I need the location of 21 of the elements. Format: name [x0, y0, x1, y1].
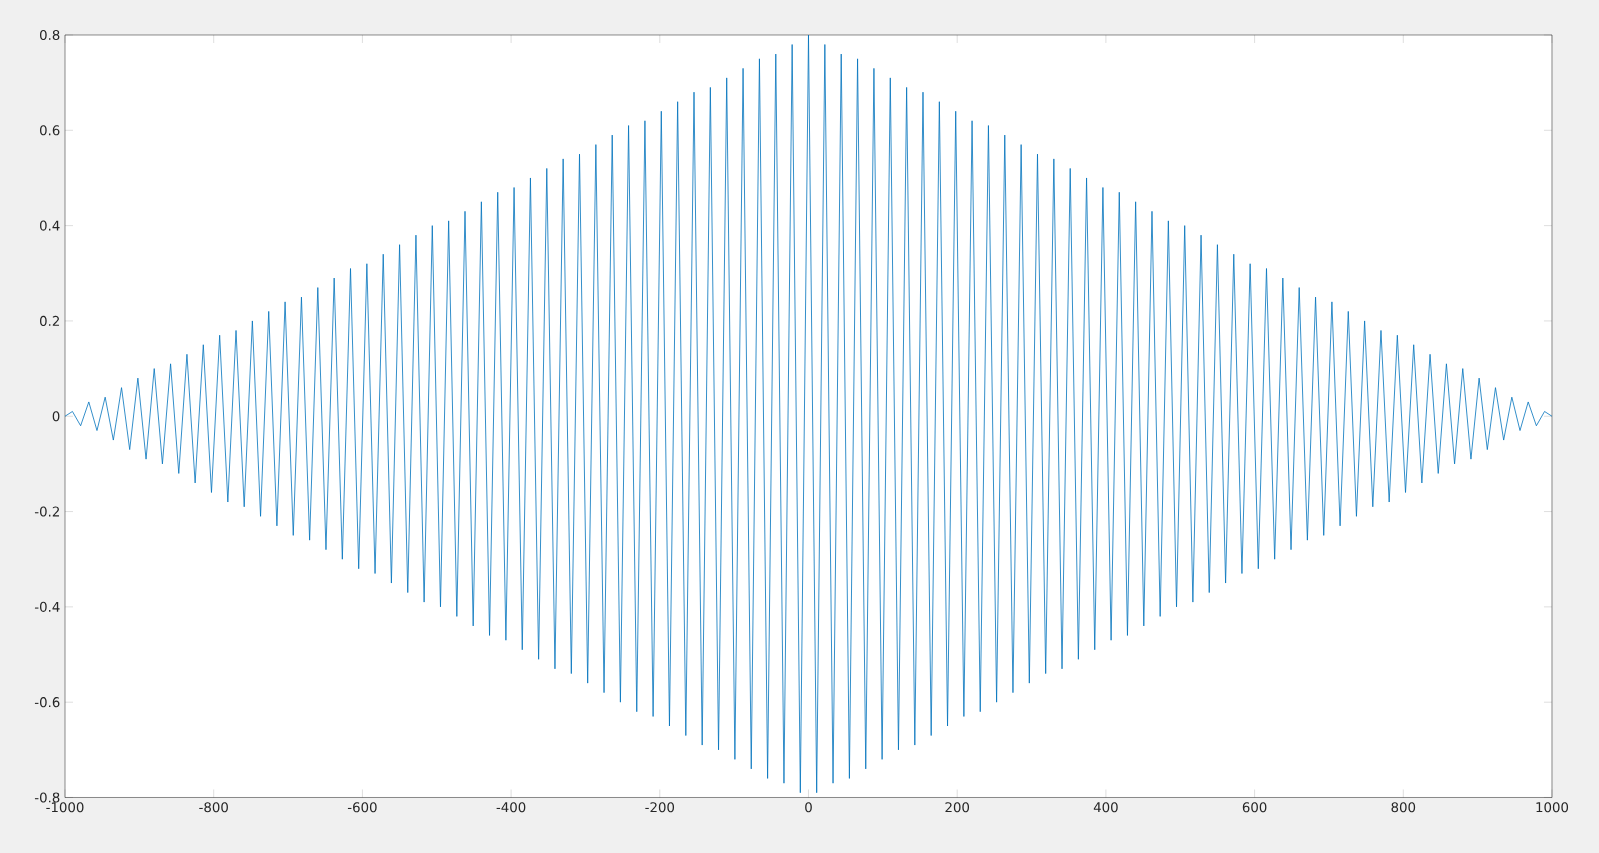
y-tick-label: -0.2	[34, 506, 59, 517]
line-series	[65, 34, 1552, 794]
x-tick-label: 600	[1242, 802, 1267, 813]
y-tick-label: -0.6	[34, 697, 60, 708]
x-tick-label: 400	[1093, 802, 1118, 813]
y-tick-label: -0.4	[34, 601, 60, 612]
y-tick-label: 0.2	[39, 315, 59, 326]
x-tick-label: -600	[347, 802, 377, 813]
y-tick-label: -0.8	[34, 792, 60, 803]
y-tick-label: 0.8	[39, 29, 60, 41]
y-tick-label: 0.4	[39, 220, 60, 231]
x-tick-label: -200	[645, 802, 675, 813]
y-tick-label: 0	[52, 411, 60, 422]
y-tick-label: 0.6	[39, 125, 60, 136]
x-tick-label: 800	[1391, 802, 1416, 813]
x-tick-label: -1000	[46, 802, 84, 813]
x-tick-label: -400	[496, 802, 526, 813]
x-tick-label: 200	[945, 802, 970, 813]
x-tick-label: 1000	[1536, 802, 1569, 813]
x-tick-label: 0	[805, 802, 812, 813]
x-tick-label: -800	[199, 802, 228, 813]
